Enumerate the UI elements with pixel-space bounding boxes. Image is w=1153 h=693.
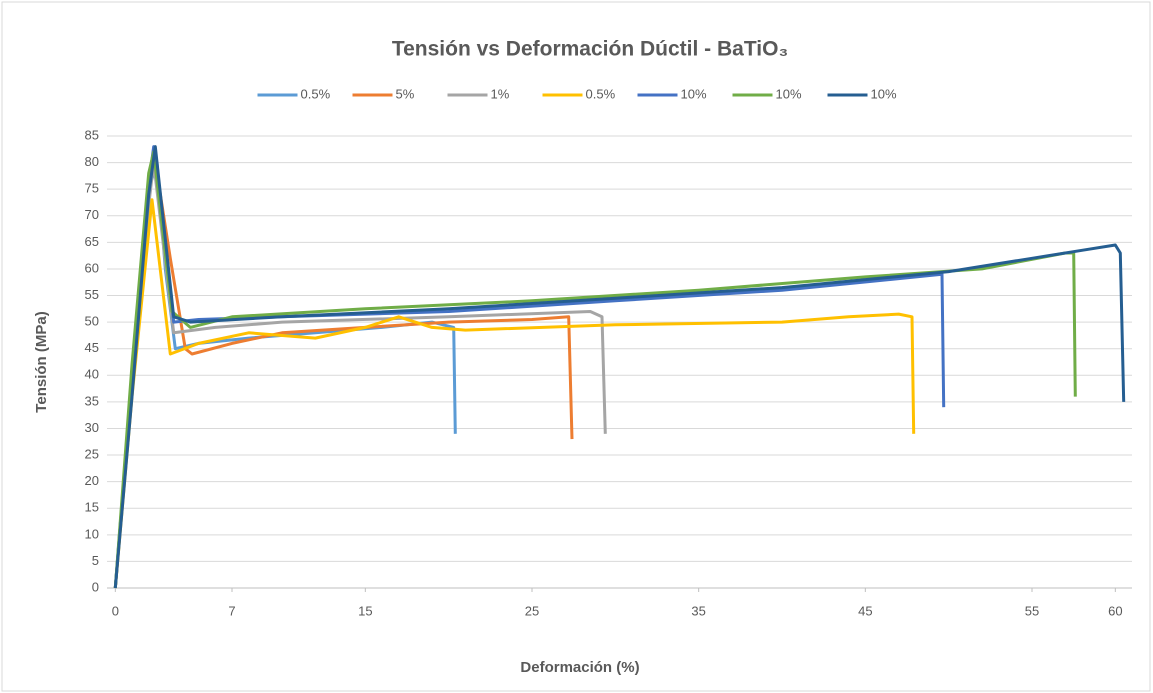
y-tick-label: 35 <box>85 393 99 408</box>
y-tick-label: 50 <box>85 314 99 329</box>
y-tick-label: 30 <box>85 420 99 435</box>
legend-label: 10% <box>871 86 897 101</box>
x-tick-label: 0 <box>112 603 119 618</box>
legend-label: 1% <box>491 86 510 101</box>
x-tick-label: 55 <box>1025 603 1039 618</box>
x-tick-label: 45 <box>858 603 872 618</box>
y-tick-label: 5 <box>92 553 99 568</box>
y-tick-label: 80 <box>85 154 99 169</box>
x-tick-label: 25 <box>525 603 539 618</box>
y-tick-label: 65 <box>85 234 99 249</box>
legend-label: 10% <box>681 86 707 101</box>
chart-title: Tensión vs Deformación Dúctil - BaTiO₃ <box>392 38 788 61</box>
x-tick-label: 35 <box>691 603 705 618</box>
y-tick-label: 10 <box>85 526 99 541</box>
legend-label: 5% <box>396 86 415 101</box>
y-tick-label: 45 <box>85 340 99 355</box>
y-tick-label: 25 <box>85 446 99 461</box>
y-tick-label: 15 <box>85 500 99 515</box>
legend-label: 0.5% <box>586 86 616 101</box>
y-tick-label: 55 <box>85 287 99 302</box>
legend-label: 0.5% <box>301 86 331 101</box>
y-tick-label: 0 <box>92 579 99 594</box>
y-tick-label: 20 <box>85 473 99 488</box>
y-tick-label: 85 <box>85 127 99 142</box>
y-tick-label: 75 <box>85 181 99 196</box>
x-tick-label: 15 <box>358 603 372 618</box>
x-tick-label: 60 <box>1108 603 1122 618</box>
y-tick-label: 60 <box>85 260 99 275</box>
legend-label: 10% <box>776 86 802 101</box>
y-axis-title: Tensión (MPa) <box>33 311 50 412</box>
x-axis-title: Deformación (%) <box>520 659 639 676</box>
x-tick-label: 7 <box>228 603 235 618</box>
y-tick-label: 40 <box>85 367 99 382</box>
y-tick-label: 70 <box>85 207 99 222</box>
series-line <box>113 198 916 589</box>
series-line <box>113 145 1126 589</box>
